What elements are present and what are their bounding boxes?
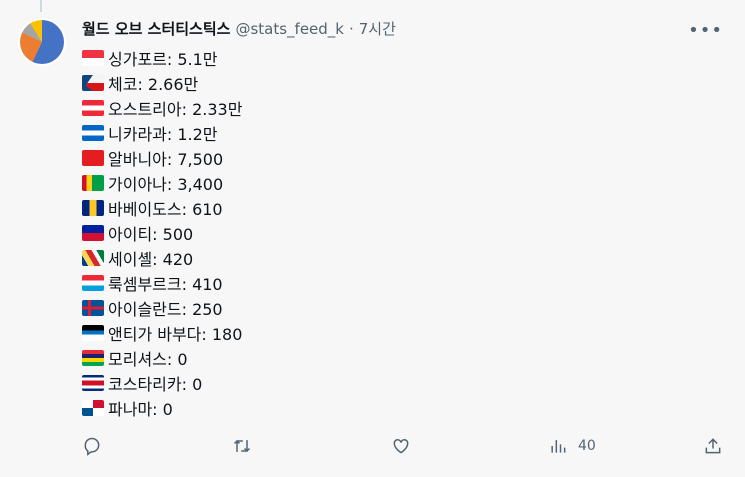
- list-item-text: 오스트리아: 2.33만: [108, 99, 243, 119]
- share-button[interactable]: [703, 436, 723, 456]
- action-bar: 40: [82, 436, 723, 460]
- separator: ·: [348, 19, 354, 38]
- list-item: 바베이도스: 610: [82, 195, 242, 220]
- list-item: 모리셔스: 0: [82, 345, 242, 370]
- list-item: 가이아나: 3,400: [82, 170, 242, 195]
- views-button[interactable]: 40: [548, 436, 596, 456]
- list-item: 체코: 2.66만: [82, 70, 242, 95]
- flag-at-icon: [82, 99, 104, 116]
- flag-is-icon: [82, 299, 104, 316]
- views-count: 40: [578, 438, 596, 454]
- flag-pa-icon: [82, 399, 104, 416]
- flag-sg-icon: [82, 49, 104, 66]
- list-item-text: 아이슬란드: 250: [108, 299, 223, 319]
- flag-sc-icon: [82, 249, 104, 266]
- list-item-text: 가이아나: 3,400: [108, 174, 224, 194]
- list-item-text: 싱가포르: 5.1만: [108, 49, 218, 69]
- list-item: 아이슬란드: 250: [82, 295, 242, 320]
- flag-mu-icon: [82, 349, 104, 366]
- flag-ag-icon: [82, 324, 104, 341]
- flag-gy-icon: [82, 174, 104, 191]
- flag-ht-icon: [82, 224, 104, 241]
- flag-cr-icon: [82, 374, 104, 391]
- author-handle[interactable]: @stats_feed_k: [235, 19, 344, 38]
- list-item: 니카라과: 1.2만: [82, 120, 242, 145]
- list-item: 알바니아: 7,500: [82, 145, 242, 170]
- timestamp[interactable]: 7시간: [358, 20, 396, 38]
- flag-al-icon: [82, 149, 104, 166]
- list-item: 싱가포르: 5.1만: [82, 45, 242, 70]
- flag-cz-icon: [82, 74, 104, 91]
- list-item: 오스트리아: 2.33만: [82, 95, 242, 120]
- list-item-text: 알바니아: 7,500: [108, 149, 224, 169]
- list-item-text: 코스타리카: 0: [108, 374, 203, 394]
- list-item-text: 룩셈부르크: 410: [108, 274, 223, 294]
- like-button[interactable]: [391, 436, 411, 456]
- flag-ni-icon: [82, 124, 104, 141]
- list-item: 코스타리카: 0: [82, 370, 242, 395]
- author-name[interactable]: 월드 오브 스터티스틱스: [82, 20, 231, 38]
- thread-line: [40, 0, 42, 12]
- list-item: 세이셸: 420: [82, 245, 242, 270]
- list-item: 아이티: 500: [82, 220, 242, 245]
- pie-chart-avatar-icon: [20, 20, 64, 64]
- reply-icon: [84, 437, 100, 456]
- flag-bb-icon: [82, 199, 104, 216]
- views-icon: [551, 440, 566, 453]
- tweet-header: 월드 오브 스터티스틱스 @stats_feed_k · 7시간: [82, 18, 396, 39]
- more-icon[interactable]: •••: [688, 20, 723, 41]
- flag-lu-icon: [82, 274, 104, 291]
- avatar[interactable]: [18, 18, 66, 66]
- list-item-text: 체코: 2.66만: [108, 74, 199, 94]
- list-item: 앤티가 바부다: 180: [82, 320, 242, 345]
- list-item: 파나마: 0: [82, 395, 242, 420]
- list-item-text: 파나마: 0: [108, 399, 173, 419]
- reply-button[interactable]: [82, 436, 102, 456]
- list-item-text: 세이셸: 420: [108, 249, 194, 269]
- list-item-text: 니카라과: 1.2만: [108, 124, 218, 144]
- share-icon: [705, 438, 721, 454]
- list-item-text: 아이티: 500: [108, 224, 194, 244]
- heart-icon: [393, 438, 409, 454]
- retweet-icon: [233, 439, 251, 453]
- retweet-button[interactable]: [232, 436, 252, 456]
- list-item-text: 앤티가 바부다: 180: [108, 324, 243, 344]
- list-item-text: 모리셔스: 0: [108, 349, 188, 369]
- list-item: 룩셈부르크: 410: [82, 270, 242, 295]
- list-item-text: 바베이도스: 610: [108, 199, 223, 219]
